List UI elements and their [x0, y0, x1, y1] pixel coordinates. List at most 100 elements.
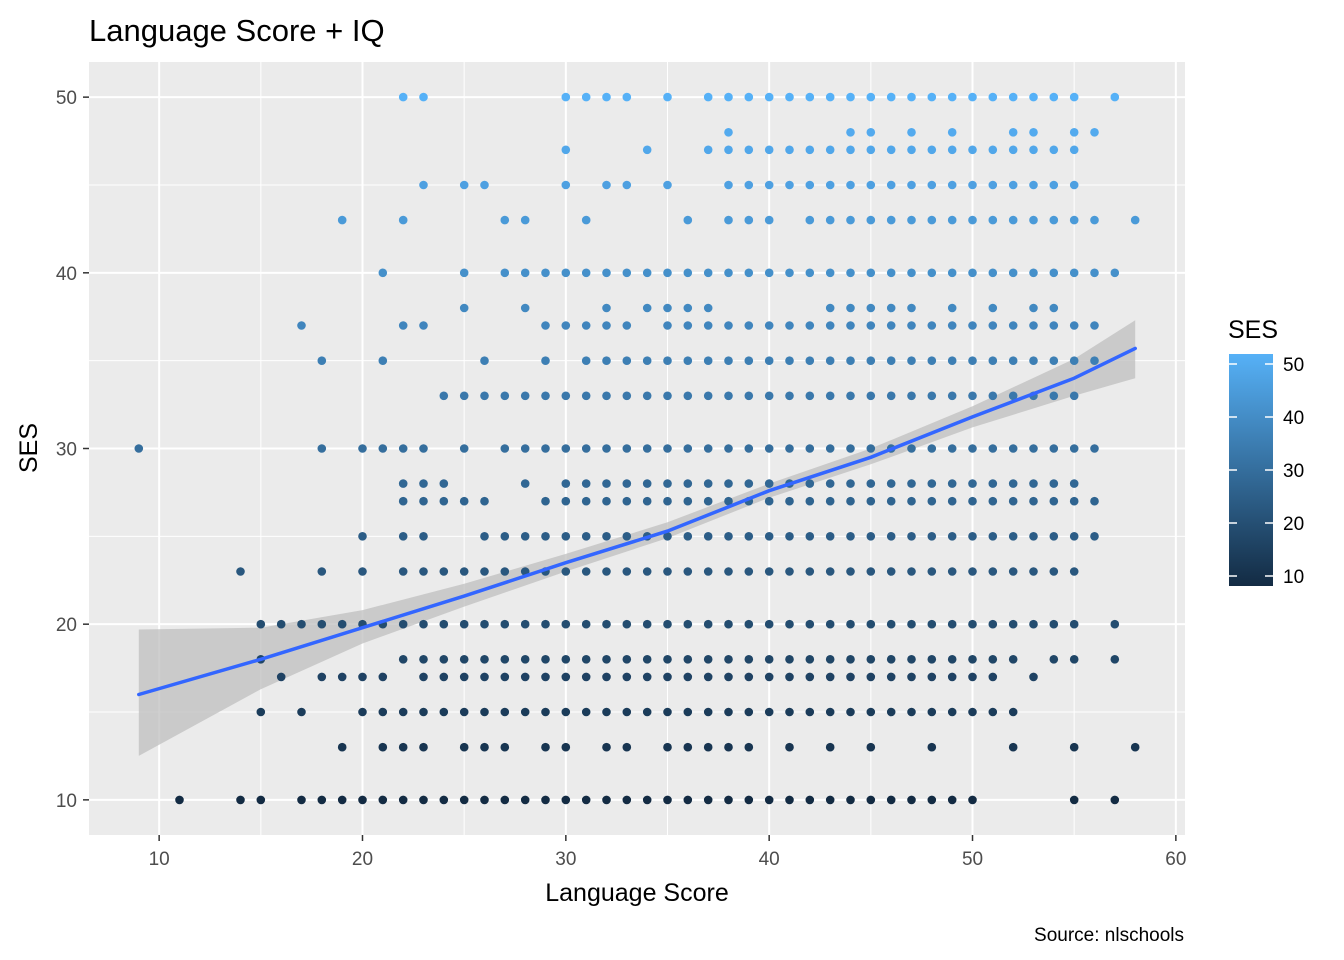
data-point [988, 391, 998, 401]
data-point [480, 391, 489, 401]
data-point [419, 567, 428, 576]
data-point [500, 795, 510, 805]
data-point [1069, 479, 1079, 488]
data-point [724, 145, 733, 155]
data-point [968, 391, 977, 401]
data-point [419, 795, 428, 805]
data-point [805, 391, 815, 401]
data-point [1069, 268, 1079, 278]
data-point [683, 496, 693, 506]
data-point [866, 672, 876, 682]
data-point [724, 707, 733, 717]
data-point [561, 707, 571, 717]
data-point [907, 795, 916, 805]
data-point [703, 655, 713, 664]
data-point [398, 444, 408, 453]
x-axis: 10 20 30 40 50 60 [149, 835, 1186, 870]
data-point [622, 180, 632, 190]
data-point [1008, 444, 1018, 453]
data-point [520, 795, 530, 805]
data-point [1090, 532, 1099, 541]
data-point [724, 391, 733, 401]
data-point [927, 479, 937, 488]
data-point [927, 356, 937, 366]
data-point [825, 321, 835, 330]
legend-tick-label: 20 [1283, 514, 1304, 535]
data-point [520, 532, 530, 541]
legend-tick-label: 50 [1283, 355, 1304, 376]
data-point [724, 655, 733, 664]
data-point [337, 619, 347, 629]
data-point [1029, 672, 1038, 682]
data-point [785, 391, 794, 401]
data-point [1029, 145, 1038, 155]
data-point [703, 303, 713, 313]
data-point [175, 795, 184, 805]
data-point [256, 619, 266, 629]
data-point [724, 567, 733, 576]
data-point [846, 92, 855, 102]
legend-tick-label: 40 [1283, 408, 1304, 429]
data-point [1029, 444, 1038, 453]
data-point [683, 567, 693, 576]
data-point [988, 567, 998, 576]
data-point [520, 303, 530, 313]
data-point [703, 92, 713, 102]
data-point [744, 92, 754, 102]
data-point [561, 180, 571, 190]
data-point [805, 567, 815, 576]
data-point [622, 321, 632, 330]
data-point [663, 532, 672, 541]
data-point [1049, 655, 1059, 664]
data-point [602, 321, 611, 330]
data-point [398, 655, 408, 664]
data-point [866, 215, 876, 225]
data-point [1090, 128, 1099, 137]
data-point [866, 180, 876, 190]
smooth-line-group [137, 346, 1137, 697]
data-point [1069, 742, 1079, 752]
x-tick-label: 60 [1165, 849, 1186, 870]
data-point [907, 92, 916, 102]
data-point [480, 356, 489, 366]
data-point [805, 444, 815, 453]
data-point [337, 215, 347, 225]
data-point [561, 567, 571, 576]
data-point [622, 532, 632, 541]
data-point [1069, 145, 1079, 155]
data-point [500, 444, 510, 453]
data-point [419, 92, 428, 102]
data-point [927, 496, 937, 506]
data-point [642, 444, 652, 453]
data-point [1110, 655, 1120, 664]
data-point [541, 655, 550, 664]
data-point [1110, 619, 1120, 629]
data-point [439, 479, 449, 488]
data-point [317, 444, 327, 453]
data-point [419, 742, 428, 752]
data-point [1008, 655, 1018, 664]
data-point [520, 444, 530, 453]
data-point [1049, 619, 1059, 629]
data-point [886, 707, 896, 717]
data-point [703, 496, 713, 506]
data-point [297, 619, 306, 629]
data-point [1029, 180, 1038, 190]
data-point [378, 742, 388, 752]
data-point [785, 567, 794, 576]
data-point [907, 567, 916, 576]
data-point [846, 567, 855, 576]
data-point [459, 567, 469, 576]
data-point [500, 268, 510, 278]
data-point [683, 619, 693, 629]
data-point [541, 268, 550, 278]
data-point [134, 444, 144, 453]
data-point [581, 268, 591, 278]
data-point [541, 742, 550, 752]
data-point [1008, 356, 1018, 366]
data-point [378, 795, 388, 805]
data-point [927, 707, 937, 717]
data-point [561, 742, 571, 752]
data-point [886, 92, 896, 102]
